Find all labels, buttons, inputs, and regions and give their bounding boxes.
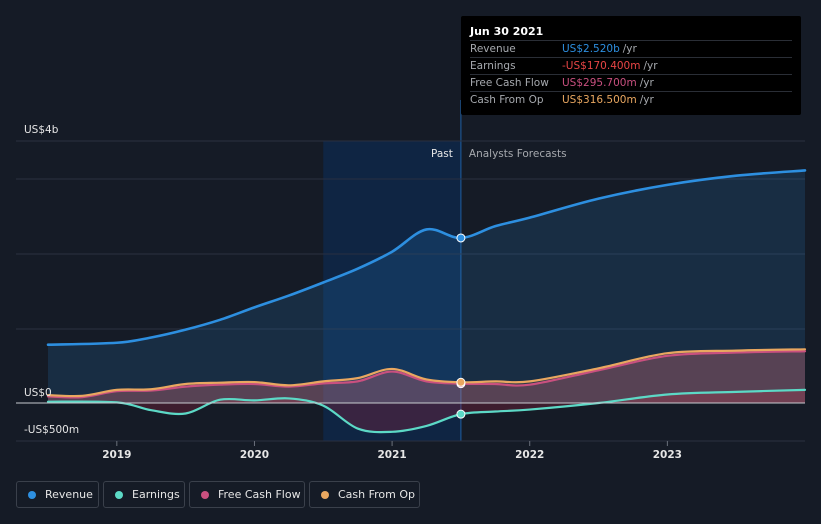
forecast-label: Analysts Forecasts — [469, 148, 567, 160]
tooltip-row-fcf: Free Cash Flow US$295.700m/yr — [470, 74, 792, 92]
series-areas — [48, 170, 805, 433]
x-tick-label: 2020 — [240, 449, 269, 461]
tooltip-value: US$2.520b/yr — [562, 43, 637, 55]
area-earnings — [48, 389, 805, 433]
y-tick-label-zero: US$0 — [24, 387, 52, 399]
chart-svg: Past Analysts Forecasts US$4b US$0 -US$5… — [16, 100, 807, 461]
highlight-dot-earnings — [456, 409, 466, 419]
highlight-dot-cash-from-op — [456, 377, 466, 387]
legend-label: Free Cash Flow — [218, 488, 301, 501]
tooltip-value: -US$170.400m/yr — [562, 60, 658, 72]
legend-revenue[interactable]: Revenue — [16, 481, 99, 508]
line-cash-from-op — [46, 348, 807, 398]
legend-label: Revenue — [45, 488, 93, 501]
highlight-dot-revenue — [456, 233, 466, 243]
tooltip-label: Free Cash Flow — [470, 77, 549, 89]
tooltip-row-cfo: Cash From Op US$316.500m/yr — [470, 91, 792, 109]
y-tick-label-bottom: -US$500m — [24, 424, 79, 436]
legend-free-cash-flow[interactable]: Free Cash Flow — [189, 481, 305, 508]
legend-label: Earnings — [132, 488, 180, 501]
x-tick-label: 2023 — [653, 449, 682, 461]
tooltip: Jun 30 2021 Revenue US$2.520b/yr Earning… — [461, 16, 801, 115]
tooltip-value: US$295.700m/yr — [562, 77, 654, 89]
past-shaded-band — [323, 141, 461, 441]
x-tick-label: 2019 — [102, 449, 131, 461]
tooltip-date: Jun 30 2021 — [470, 25, 544, 38]
y-tick-label-top: US$4b — [24, 124, 59, 136]
x-axis: 2019 2020 2021 2022 2023 — [102, 441, 682, 461]
tooltip-value: US$316.500m/yr — [562, 94, 654, 106]
highlight-dots — [456, 233, 466, 419]
line-earnings — [46, 388, 807, 434]
tooltip-row-earnings: Earnings -US$170.400m/yr — [470, 57, 792, 75]
legend-cash-from-op[interactable]: Cash From Op — [309, 481, 420, 508]
area-free-cash-flow — [48, 351, 805, 403]
tooltip-label: Cash From Op — [470, 94, 544, 106]
legend-dot-icon — [115, 490, 123, 499]
legend-label: Cash From Op — [338, 488, 416, 501]
tooltip-label: Revenue — [470, 43, 516, 55]
legend-dot-icon — [28, 490, 36, 499]
tooltip-row-revenue: Revenue US$2.520b/yr — [470, 40, 792, 58]
past-label: Past — [431, 148, 453, 160]
area-cash-from-op — [48, 349, 805, 403]
area-revenue — [48, 170, 805, 403]
x-tick-label: 2021 — [377, 449, 406, 461]
gridlines — [16, 140, 805, 442]
legend-dot-icon — [201, 490, 209, 499]
x-tick-label: 2022 — [515, 449, 544, 461]
legend-dot-icon — [321, 490, 329, 499]
tooltip-label: Earnings — [470, 60, 516, 72]
series-lines — [46, 169, 807, 434]
line-free-cash-flow — [46, 350, 807, 399]
line-revenue — [46, 169, 807, 347]
legend-earnings[interactable]: Earnings — [103, 481, 185, 508]
